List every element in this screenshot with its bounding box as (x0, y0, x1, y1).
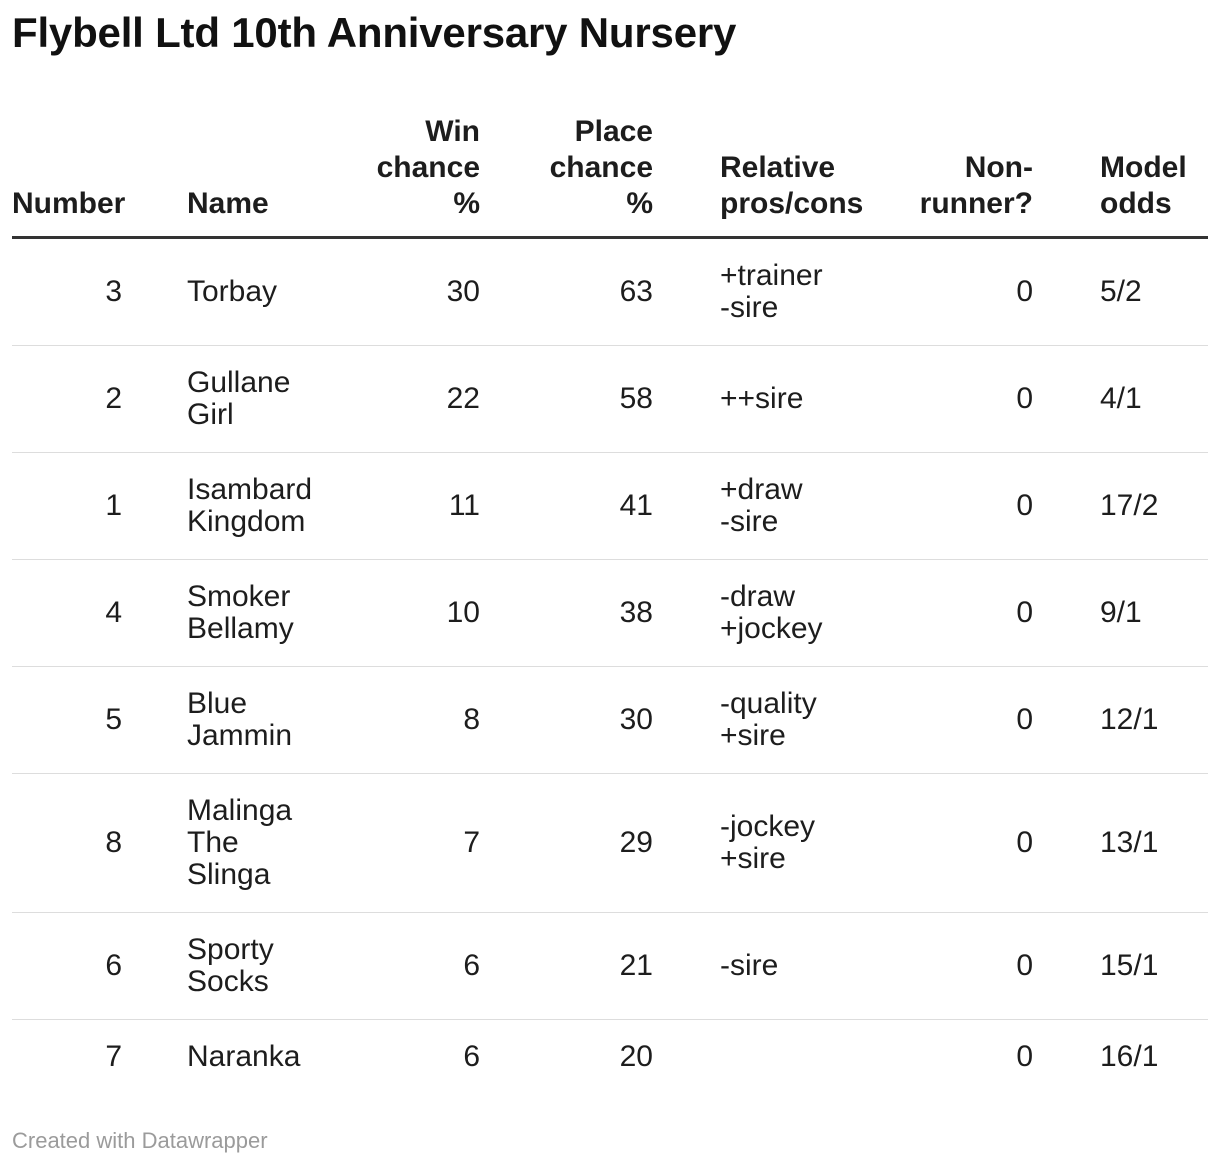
table-row: 2 Gullane Girl 22 58 ++sire 0 4/1 (12, 345, 1208, 453)
cell-win-chance: 30 (343, 237, 480, 346)
table-row: 6 Sporty Socks 6 21 -sire 0 15/1 (12, 912, 1208, 1020)
data-table: Number Name Win chance % Place chance % Rela… (12, 114, 1208, 1094)
cell-name: Smoker Bellamy (122, 559, 343, 667)
cell-name: Naranka (187, 1040, 301, 1073)
table-row: 1 Isambard Kingdom 11 41 +draw -sire 0 17/2 (12, 452, 1208, 560)
cell-win-chance: 11 (343, 452, 480, 560)
cell-place-chance: 21 (480, 912, 653, 1020)
cell-non-runner: 0 (1016, 1040, 1033, 1073)
column-header-pros-cons: Relative pros/cons (653, 114, 903, 239)
table-row: 5 Blue Jammin 8 30 -quality +sire 0 12/1 (12, 666, 1208, 774)
cell-place-chance: 38 (480, 559, 653, 667)
cell-name: Malinga The Slinga (122, 773, 343, 913)
table-row: 7 Naranka 6 20 0 16/1 (12, 1020, 1208, 1095)
cell-model-odds: 5/2 (1033, 237, 1208, 346)
column-header-number: Number (12, 114, 125, 239)
table-row: 8 Malinga The Slinga 7 29 -jockey +sire 0 13/1 (12, 773, 1208, 913)
table-body: 3 Torbay 30 63 +trainer -sire 0 5/2 2 Gullane Gi… (12, 237, 1208, 1095)
cell-number: 1 (12, 452, 122, 560)
table-row: 4 Smoker Bellamy 10 38 -draw +jockey 0 9/1 (12, 559, 1208, 667)
column-header-win-chance: Win chance % (343, 114, 480, 239)
cell-pros-cons: +draw -sire (653, 452, 903, 560)
cell-pros-cons: -jockey +sire (653, 773, 903, 913)
cell-number: 2 (12, 345, 122, 453)
cell-non-runner: 0 (903, 773, 1033, 913)
cell-name: Gullane Girl (122, 345, 343, 453)
header-row: Number Name Win chance % Place chance % Rela… (12, 114, 1208, 239)
cell-place-chance: 30 (480, 666, 653, 774)
cell-win-chance: 10 (343, 559, 480, 667)
cell-pros-cons (653, 1020, 903, 1095)
cell-number: 3 (12, 237, 122, 346)
cell-place-chance: 58 (480, 345, 653, 453)
cell-pros-cons: +trainer -sire (653, 237, 903, 346)
cell-place-chance: 63 (480, 237, 653, 346)
cell-model-odds: 9/1 (1033, 559, 1208, 667)
cell-win-chance: 6 (343, 912, 480, 1020)
cell-model-odds: 4/1 (1033, 345, 1208, 453)
cell-win-chance: 22 (343, 345, 480, 453)
cell-non-runner: 0 (903, 345, 1033, 453)
table-row: 3 Torbay 30 63 +trainer -sire 0 5/2 (12, 237, 1208, 346)
cell-non-runner: 0 (903, 237, 1033, 346)
column-header-place-chance: Place chance % (480, 114, 653, 239)
cell-win-chance: 8 (343, 666, 480, 774)
cell-number: 8 (12, 773, 122, 913)
cell-model-odds: 13/1 (1033, 773, 1208, 913)
cell-non-runner: 0 (903, 452, 1033, 560)
cell-number: 6 (12, 912, 122, 1020)
cell-pros-cons: -draw +jockey (653, 559, 903, 667)
cell-pros-cons: -sire (653, 912, 903, 1020)
cell-win-chance: 7 (343, 773, 480, 913)
cell-model-odds: 16/1 (1100, 1040, 1159, 1073)
cell-win-chance: 6 (463, 1040, 480, 1073)
cell-number: 4 (12, 559, 122, 667)
attribution-link[interactable]: Created with Datawrapper (12, 1128, 268, 1153)
cell-non-runner: 0 (903, 559, 1033, 667)
cell-non-runner: 0 (903, 912, 1033, 1020)
column-header-non-runner: Non- runner? (903, 114, 1033, 239)
cell-pros-cons: ++sire (653, 345, 903, 453)
cell-name: Isambard Kingdom (122, 452, 343, 560)
page-title: Flybell Ltd 10th Anniversary Nursery (12, 9, 737, 56)
cell-model-odds: 15/1 (1033, 912, 1208, 1020)
cell-place-chance: 29 (480, 773, 653, 913)
cell-pros-cons: -quality +sire (653, 666, 903, 774)
cell-model-odds: 17/2 (1033, 452, 1208, 560)
cell-number: 7 (105, 1040, 122, 1073)
attribution: Created with Datawrapper (12, 1128, 1208, 1154)
cell-name: Torbay (122, 237, 343, 346)
cell-place-chance: 20 (619, 1040, 653, 1073)
cell-name: Sporty Socks (122, 912, 343, 1020)
cell-place-chance: 41 (480, 452, 653, 560)
cell-model-odds: 12/1 (1033, 666, 1208, 774)
cell-name: Blue Jammin (122, 666, 343, 774)
cell-number: 5 (12, 666, 122, 774)
cell-non-runner: 0 (903, 666, 1033, 774)
column-header-name: Name (122, 114, 343, 239)
column-header-model-odds: Model odds (1033, 114, 1208, 239)
